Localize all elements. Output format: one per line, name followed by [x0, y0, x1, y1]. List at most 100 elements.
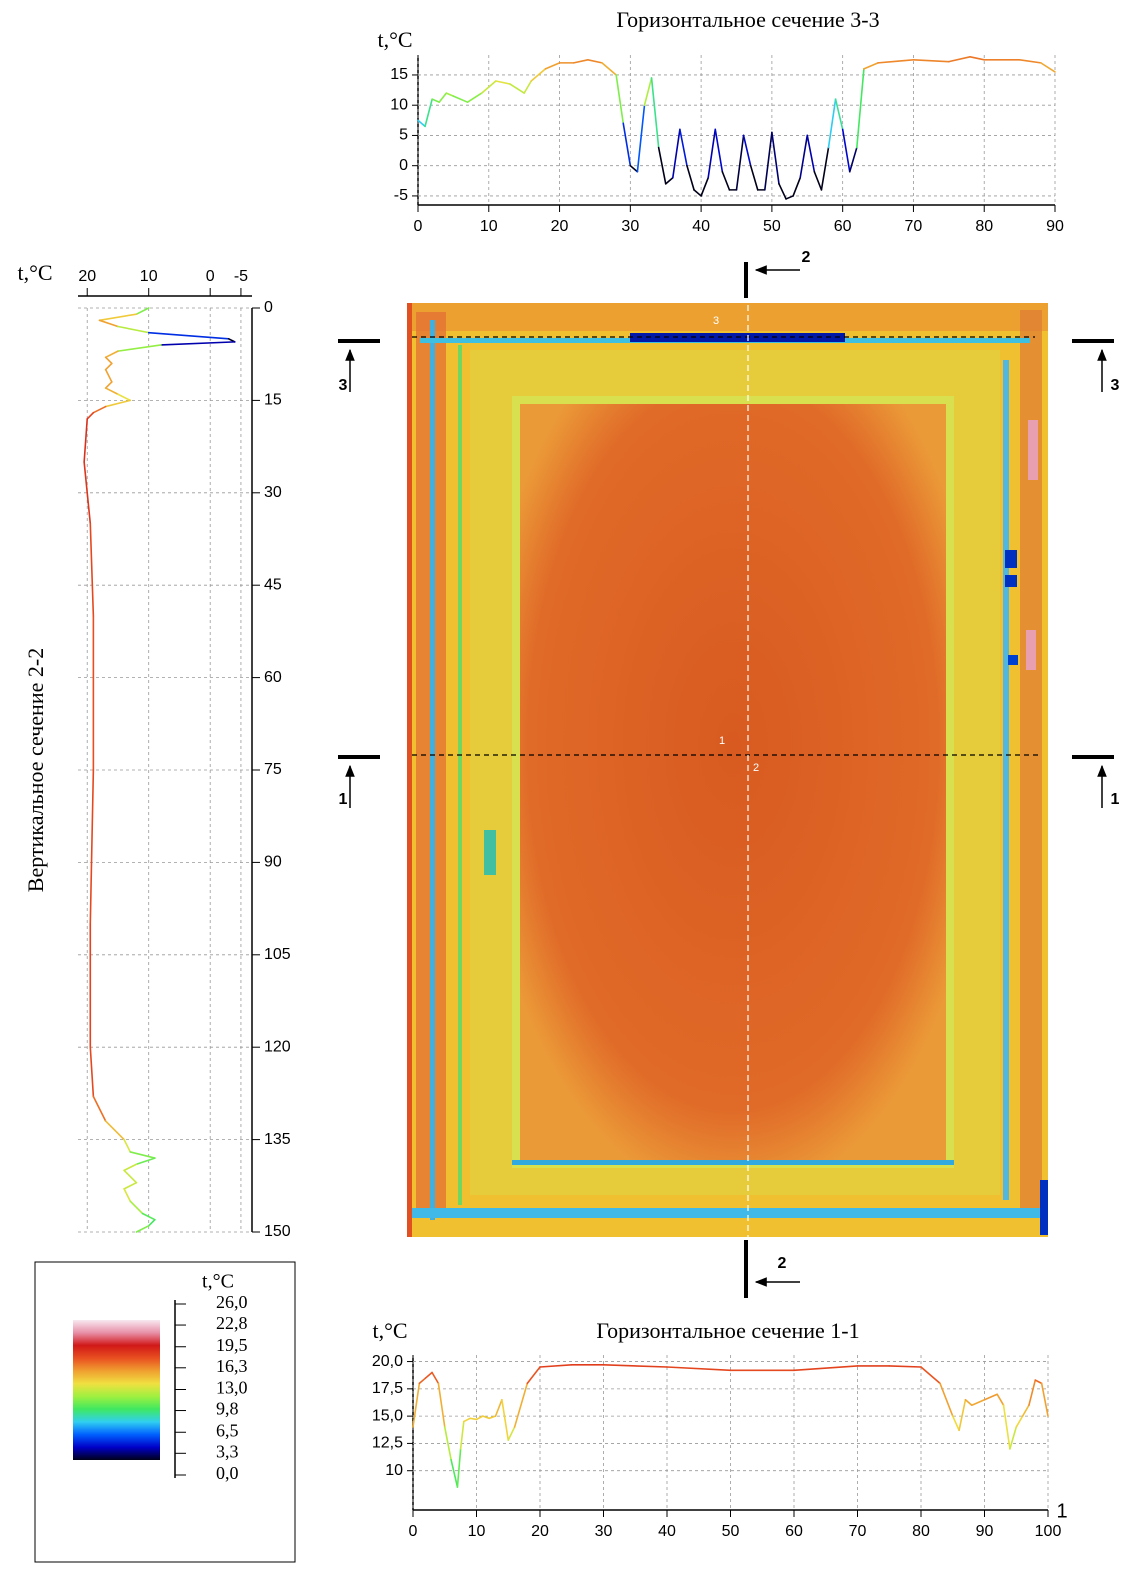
color-tick-label: 22,8 [216, 1313, 248, 1333]
line-segment [878, 60, 913, 63]
line-segment [889, 1366, 921, 1367]
line-segment [489, 1416, 495, 1418]
line-segment [426, 1372, 432, 1377]
line-segment [829, 99, 836, 147]
line-segment [680, 129, 687, 165]
line-segment [90, 1047, 93, 1096]
line-segment [800, 135, 807, 177]
line-segment [794, 1366, 858, 1370]
line-segment [1041, 63, 1055, 72]
y-axis-label: t,°C [17, 260, 52, 285]
x-tick-label: 100 [1035, 1523, 1062, 1540]
chart-title: Горизонтальное сечение 1-1 [596, 1318, 859, 1343]
line-segment [644, 78, 651, 105]
x-tick-label: 30 [595, 1523, 613, 1540]
thermogram [407, 303, 1048, 1237]
line-segment [149, 333, 229, 339]
chart-title: Горизонтальное сечение 3-3 [616, 7, 879, 32]
line-segment [496, 81, 510, 84]
line-segment [118, 394, 130, 400]
x-tick-label: 30 [264, 484, 282, 501]
line-segment [161, 342, 235, 345]
line-segment [793, 178, 800, 196]
line-segment [786, 196, 793, 199]
line-segment [687, 166, 694, 190]
line-segment [457, 1449, 460, 1487]
line-segment [744, 135, 751, 165]
x-tick-label: 90 [976, 1523, 994, 1540]
line-segment [100, 314, 137, 320]
line-segment [136, 1226, 148, 1232]
x-tick-label: 20 [531, 1523, 549, 1540]
line-segment [464, 1418, 470, 1421]
line-segment [1035, 1380, 1041, 1383]
line-segment [90, 524, 93, 616]
x-tick-label: 70 [905, 218, 923, 235]
line-segment [630, 166, 637, 172]
line-segment [418, 120, 425, 126]
line-segment [864, 63, 878, 69]
x-tick-label: 0 [264, 299, 273, 316]
line-segment [451, 1460, 457, 1487]
line-segment [751, 166, 758, 190]
section-label: 3 [339, 377, 348, 394]
x-tick-label: 60 [785, 1523, 803, 1540]
line-segment [652, 78, 659, 148]
figure: 3 3 1 1 2 2 3 1 2 t,°C 26,022,819,516,31… [0, 0, 1133, 1570]
x-tick-label: 60 [834, 218, 852, 235]
y-tick-label: 20,0 [372, 1353, 403, 1370]
y-tick-label: 20 [78, 268, 96, 285]
line-segment [722, 172, 729, 190]
line-segment [545, 63, 559, 69]
line-segment [118, 345, 161, 351]
section-label: 2 [778, 1255, 787, 1272]
color-tick-label: 9,8 [216, 1399, 239, 1419]
line-segment [701, 178, 708, 196]
color-tick-label: 3,3 [216, 1441, 239, 1461]
line-segment [959, 1400, 965, 1431]
x-tick-label: 150 [264, 1223, 291, 1240]
line-segment [637, 105, 644, 172]
x-tick-label: 30 [621, 218, 639, 235]
line-segment [574, 60, 588, 63]
line-segment [106, 363, 112, 369]
line-segment [510, 84, 524, 93]
section-label: 3 [713, 315, 719, 327]
line-segment [106, 357, 112, 363]
line-segment [93, 1096, 105, 1121]
line-segment [540, 1365, 572, 1367]
x-tick-label: 50 [722, 1523, 740, 1540]
line-segment [124, 1164, 136, 1170]
x-tick-label: 60 [264, 669, 282, 686]
line-segment [940, 1383, 953, 1416]
section-label: 1 [339, 791, 348, 808]
color-tick-label: 6,5 [216, 1420, 239, 1440]
line-segment [130, 1201, 142, 1213]
line-segment [666, 178, 673, 184]
line-segment [604, 1365, 668, 1367]
line-segment [1023, 1405, 1029, 1416]
chart-title: Вертикальное сечение 2-2 [23, 648, 48, 892]
line-segment [836, 99, 843, 129]
line-segment [477, 1416, 483, 1419]
line-segment [524, 81, 531, 93]
color-tick-label: 19,5 [216, 1335, 248, 1355]
x-tick-label: 135 [264, 1131, 291, 1148]
line-segment [118, 326, 149, 332]
line-segment [446, 93, 453, 96]
line-segment [149, 1220, 155, 1226]
line-segment [972, 1400, 985, 1405]
line-segment [496, 1400, 502, 1416]
line-segment [483, 1416, 489, 1418]
line-segment [136, 1158, 154, 1164]
x-tick-label: 15 [264, 392, 282, 409]
x-tick-label: 40 [692, 218, 710, 235]
section-label: 1 [1111, 791, 1120, 808]
x-tick-label: 0 [414, 218, 423, 235]
line-segment [93, 407, 105, 413]
line-segment [419, 1378, 425, 1383]
x-tick-label: 40 [658, 1523, 676, 1540]
line-segment [850, 148, 857, 172]
section-label: 2 [753, 762, 759, 774]
y-tick-label: 12,5 [372, 1435, 403, 1452]
